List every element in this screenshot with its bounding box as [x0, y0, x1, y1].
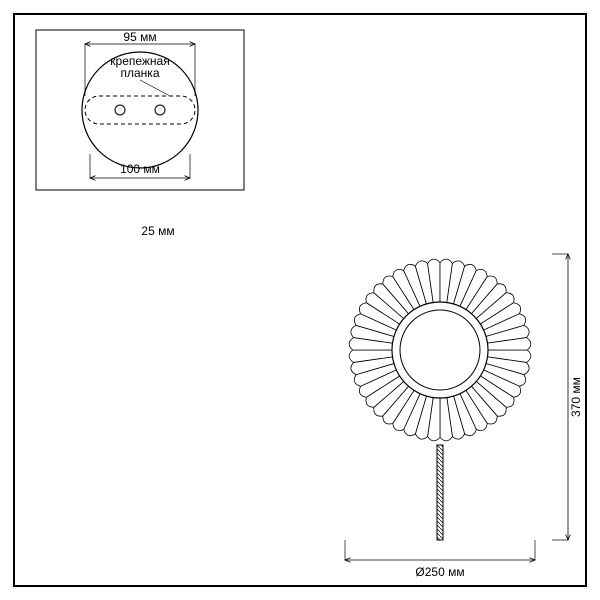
- screw-hole: [155, 105, 165, 115]
- dim-label: планка: [121, 66, 160, 80]
- svg-text:370 мм: 370 мм: [569, 377, 583, 417]
- front-view: 370 мм Ø250 мм: [345, 254, 583, 579]
- dim-label: 95 мм: [123, 30, 156, 44]
- dim-label: 25 мм: [141, 224, 174, 238]
- dim-label: 100 мм: [120, 162, 160, 176]
- mounting-plate: [85, 96, 195, 124]
- technical-drawing: 95 ммкрепежнаяпланка100 мм25 мм370 ммØ25…: [0, 0, 600, 600]
- stem: [437, 445, 443, 540]
- screw-hole: [115, 105, 125, 115]
- hub-inner: [400, 310, 480, 390]
- svg-text:Ø250 мм: Ø250 мм: [415, 565, 464, 579]
